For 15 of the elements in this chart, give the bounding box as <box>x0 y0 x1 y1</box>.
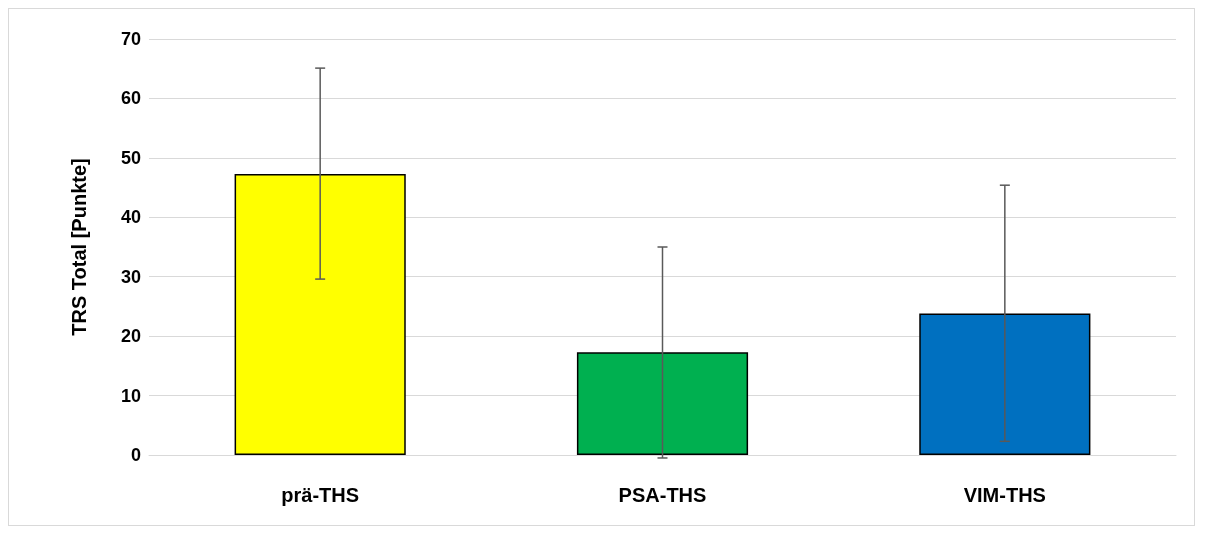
y-tick-label: 60 <box>120 88 141 109</box>
y-tick-label: 30 <box>120 266 141 287</box>
y-tick-label: 50 <box>120 147 141 168</box>
x-tick-label: prä-THS <box>281 484 360 506</box>
x-tick-label: VIM-THS <box>963 484 1046 506</box>
y-tick-label: 10 <box>120 385 141 406</box>
y-tick-label: 0 <box>130 445 141 465</box>
y-tick-label: 70 <box>120 29 141 49</box>
x-tick-label: PSA-THS <box>618 484 707 506</box>
bar <box>919 313 1091 455</box>
bar <box>234 173 406 455</box>
y-tick-label: 20 <box>120 326 141 347</box>
y-axis-title: TRS Total [Punkte] <box>68 158 90 336</box>
y-tick-label: 40 <box>120 207 141 228</box>
bar <box>576 352 749 455</box>
